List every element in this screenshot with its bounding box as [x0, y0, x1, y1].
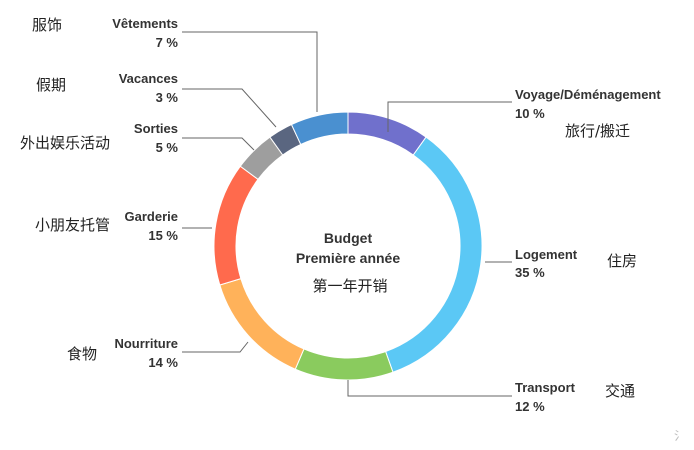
leader-line-6: [182, 88, 277, 128]
center-subtitle: 第一年开销: [312, 277, 387, 295]
slice-label-zh-7: 服饰: [32, 16, 62, 34]
slice-label-zh-1: 住房: [607, 252, 637, 270]
slice-3: [219, 277, 305, 370]
slice-labels: Voyage/Déménagement 10 % 旅行/搬迁 Logement 35 %…: [20, 16, 661, 414]
corner-mark: 氵: [673, 429, 686, 443]
leader-line-7: [182, 31, 318, 112]
slice-7: [290, 111, 349, 146]
slice-percent-6: 3 %: [156, 90, 179, 105]
slice-label-zh-2: 交通: [605, 382, 635, 400]
slice-label-zh-3: 食物: [67, 345, 97, 363]
slice-0: [347, 111, 427, 156]
slice-label-0: Voyage/Déménagement: [515, 87, 661, 102]
slice-percent-0: 10 %: [515, 106, 545, 121]
center-title-line-2: Première année: [296, 250, 400, 266]
slice-percent-1: 35 %: [515, 265, 545, 280]
slice-percent-3: 14 %: [148, 355, 178, 370]
leader-line-3: [182, 341, 249, 353]
leader-line-5: [182, 137, 255, 151]
donut-slices: [213, 111, 483, 381]
slice-label-5: Sorties: [134, 121, 178, 136]
center-label: Budget Première année 第一年开销: [296, 230, 400, 295]
slice-label-2: Transport: [515, 380, 576, 395]
slice-percent-7: 7 %: [156, 35, 179, 50]
slice-4: [213, 165, 259, 286]
slice-label-zh-6: 假期: [36, 76, 66, 94]
slice-label-6: Vacances: [119, 71, 178, 86]
slice-label-zh-0: 旅行/搬迁: [565, 122, 630, 140]
slice-percent-5: 5 %: [156, 140, 179, 155]
leader-line-0: [387, 101, 512, 132]
slice-label-3: Nourriture: [114, 336, 178, 351]
slice-percent-4: 15 %: [148, 228, 178, 243]
slice-label-zh-5: 外出娱乐活动: [20, 134, 110, 152]
leader-lines: [182, 31, 512, 397]
slice-label-4: Garderie: [125, 209, 178, 224]
center-title-line-1: Budget: [324, 230, 373, 246]
slice-2: [294, 348, 394, 381]
slice-percent-2: 12 %: [515, 399, 545, 414]
slice-label-7: Vêtements: [112, 16, 178, 31]
slice-label-zh-4: 小朋友托管: [35, 216, 110, 234]
leader-line-2: [347, 380, 512, 397]
slice-label-1: Logement: [515, 247, 578, 262]
